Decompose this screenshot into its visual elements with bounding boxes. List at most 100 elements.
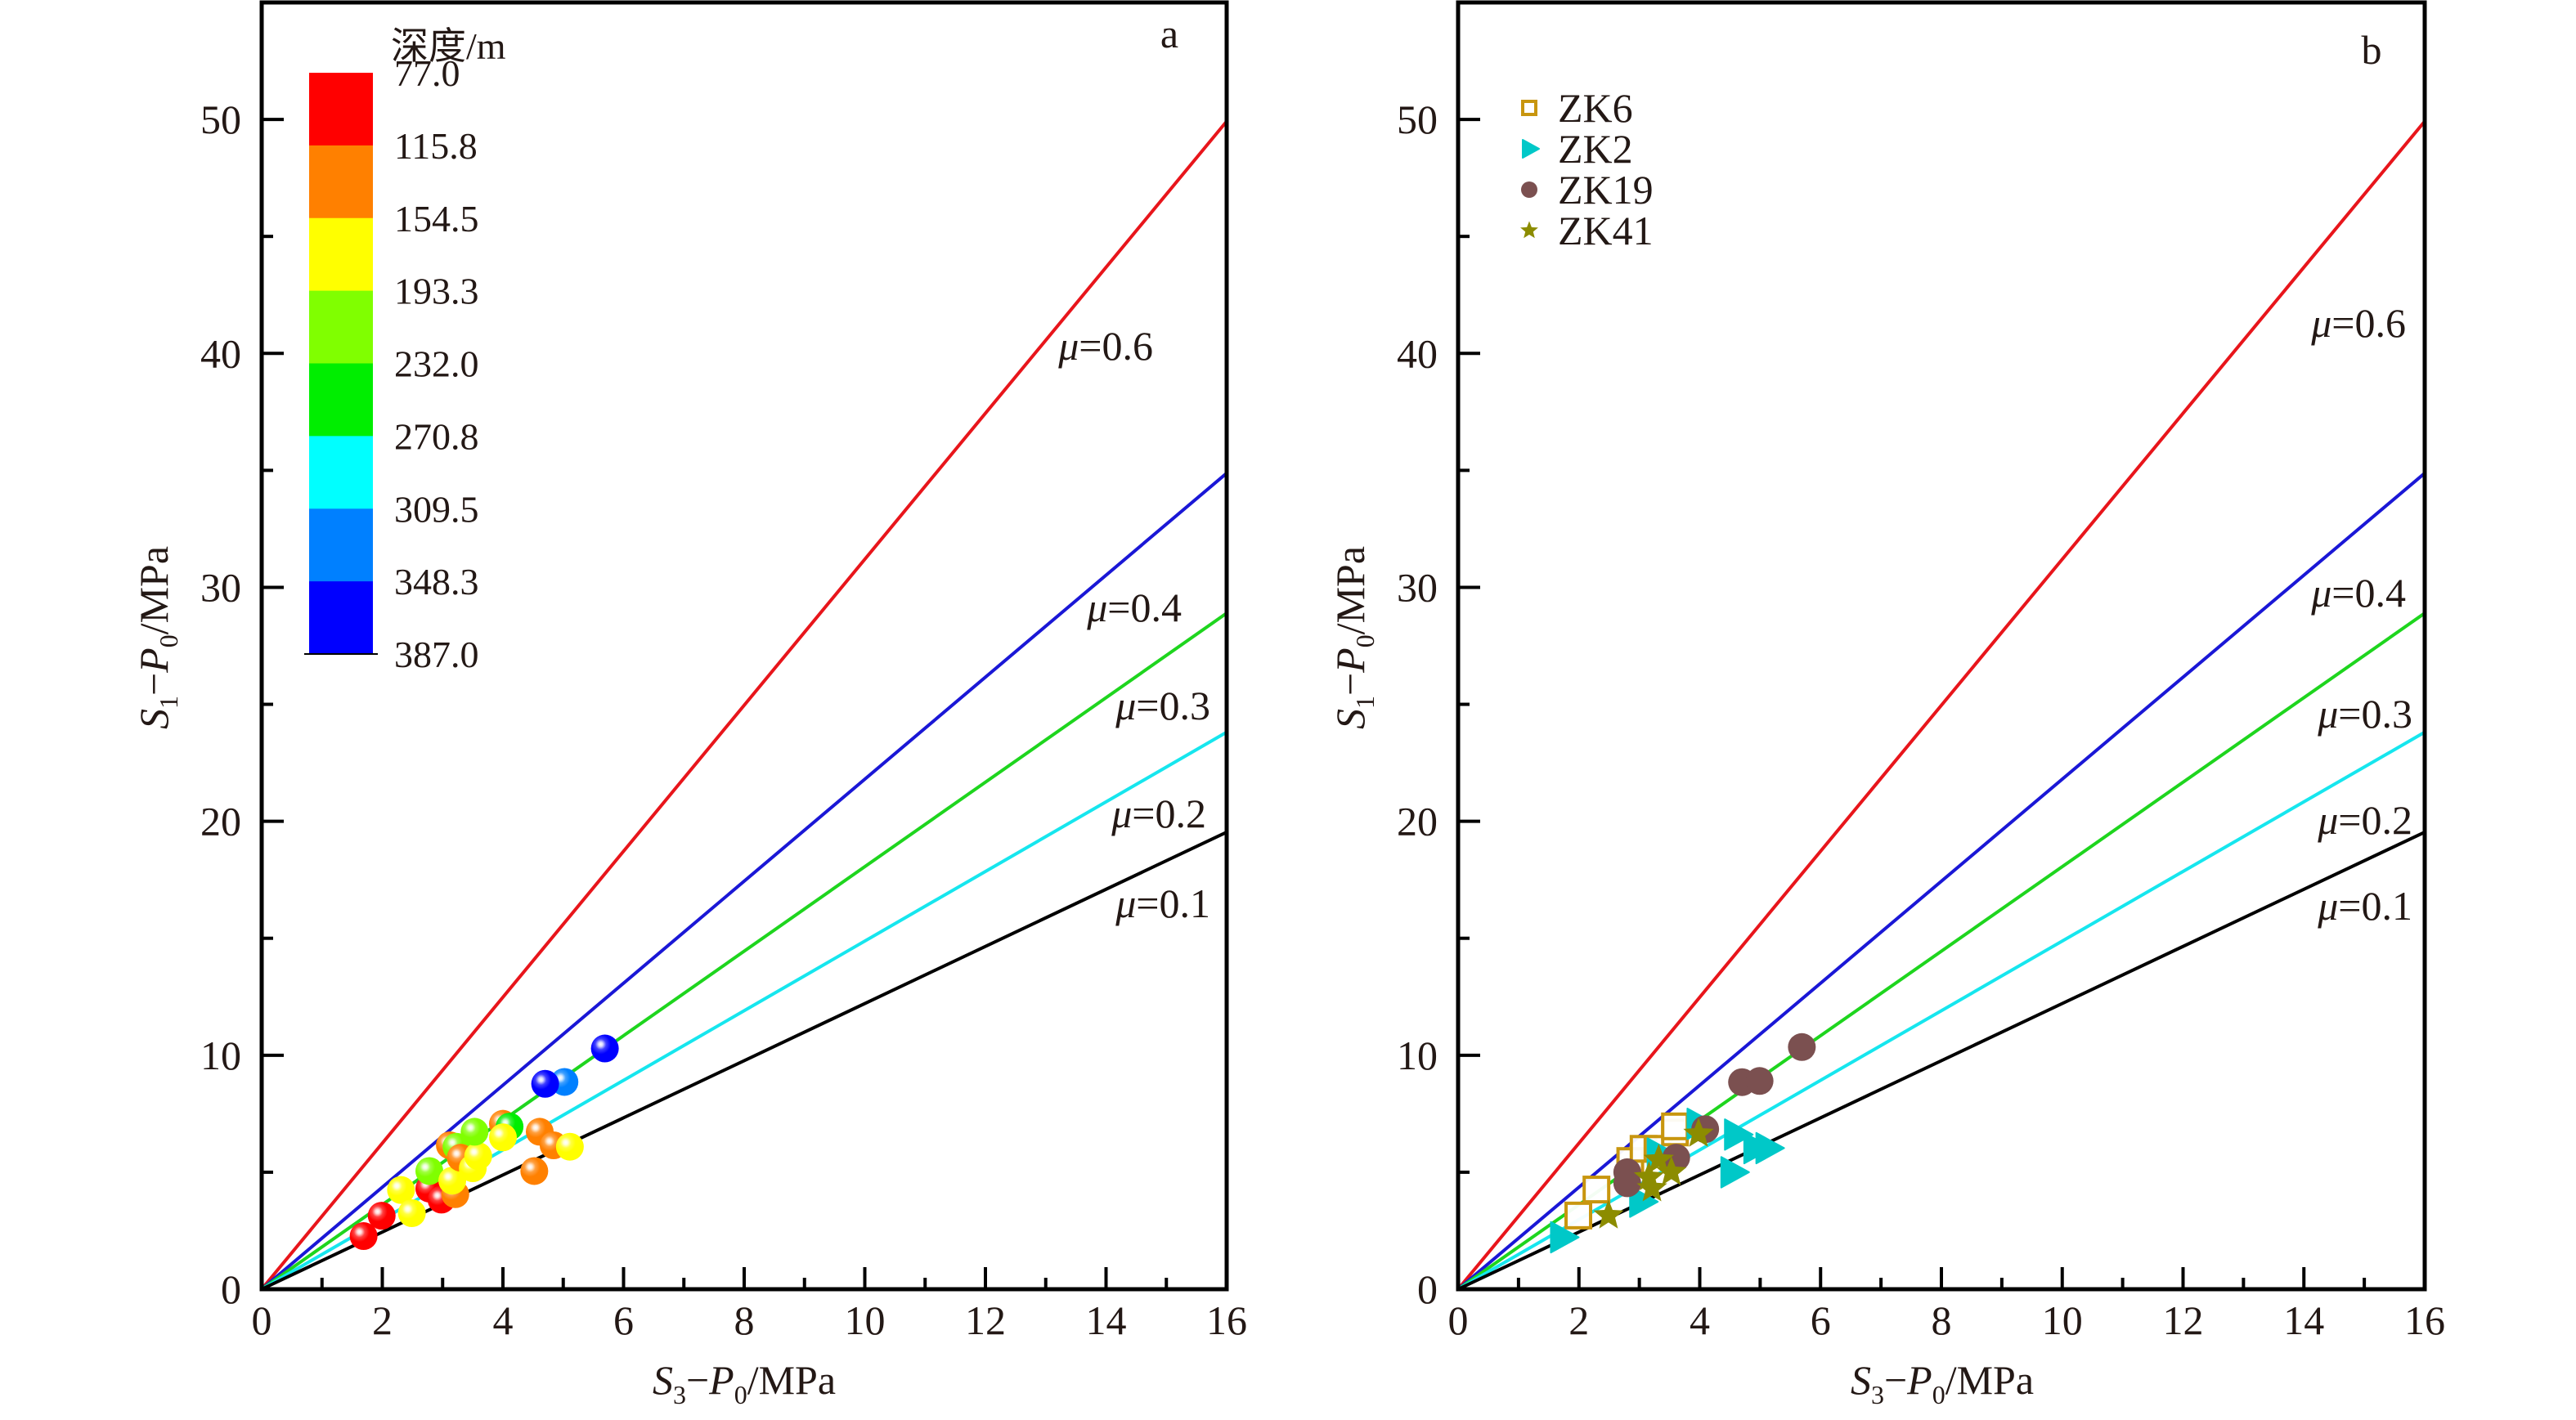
colorbar-swatch [309,363,373,437]
friction-line-mu-0-2 [1457,730,2426,1291]
depth-point [531,1069,559,1098]
sphere-highlight [555,1132,584,1161]
x-axis-title-b: S3−P0/MPa [1851,1357,2034,1409]
x-tick-label: 4 [493,1297,514,1343]
y-tick-label: 10 [1397,1033,1438,1078]
x-tick-label: 2 [372,1297,393,1343]
sphere-highlight [397,1198,426,1227]
y-tick-label: 40 [1397,330,1438,376]
x-tick-label: 6 [613,1297,634,1343]
sphere-highlight [531,1069,559,1098]
friction-line-mu-0-4 [260,472,1228,1291]
x-tick-label: 14 [2283,1297,2324,1343]
depth-point [555,1132,584,1161]
mu-label: μ=0.1 [1115,880,1210,926]
colorbar-ticks: 77.0 115.8 154.5 193.3 232.0 270.8 309.5 348.3 3… [394,52,479,675]
legend-label: ZK19 [1558,167,1654,213]
x-tick-label: 0 [252,1297,272,1343]
colorbar-tick-label: 77.0 [394,52,460,94]
legend-item-zk6: ZK6 [1521,85,1633,131]
legend-label: ZK41 [1558,208,1654,253]
depth-point [464,1142,492,1171]
mu-label: μ=0.4 [2310,570,2406,616]
y-tick-label: 40 [200,330,241,376]
colorbar-tick-label: 232.0 [394,343,479,385]
x-tick-label: 2 [1568,1297,1589,1343]
legend-label: ZK6 [1558,85,1633,131]
depth-point [415,1157,444,1185]
series-zk41 [1593,1118,1714,1229]
mu-label: μ=0.1 [2317,883,2412,929]
data-point-zk6 [1564,1201,1593,1230]
depth-point [438,1167,467,1195]
sphere-highlight [367,1202,396,1230]
mu-label: μ=0.6 [2310,300,2406,346]
depth-point [367,1202,396,1230]
y-axis-title-a: S1−P0/MPa [131,546,183,729]
colorbar-swatch [309,290,373,364]
depth-point [460,1118,489,1146]
data-point-zk19 [1613,1169,1641,1198]
mu-label: μ=0.6 [1057,323,1153,369]
sphere-highlight [349,1222,378,1251]
x-tick-label: 16 [1206,1297,1247,1343]
depth-point [590,1034,619,1063]
x-tick-label: 12 [965,1297,1006,1343]
data-point-zk2 [1629,1185,1659,1218]
colorbar-swatch [309,73,373,146]
x-tick-label: 8 [734,1297,755,1343]
y-tick-label: 30 [1397,564,1438,610]
sphere-highlight [464,1142,492,1171]
data-point-zk2 [1550,1221,1580,1254]
legend-label: ZK2 [1558,126,1633,172]
data-point-zk6 [1582,1176,1611,1204]
y-tick-label: 0 [221,1266,241,1312]
y-axis-title-b: S1−P0/MPa [1327,546,1380,729]
depth-point [349,1222,378,1251]
data-point-zk41 [1633,1161,1664,1190]
data-point-zk2 [1724,1118,1754,1151]
scatter-points-b [1550,1033,1816,1254]
panel-label-b: b [2362,27,2382,73]
legend-marker-zk41-icon [1520,221,1538,239]
legend-item-zk41: ZK41 [1520,208,1654,253]
y-tick-label: 0 [1417,1266,1438,1312]
mu-labels-b: μ=0.6 μ=0.4 μ=0.3 μ=0.2 μ=0.1 [2310,300,2412,929]
data-point-zk2 [1755,1131,1785,1165]
sphere-highlight [460,1118,489,1146]
mu-labels-a: μ=0.6 μ=0.4 μ=0.3 μ=0.2 μ=0.1 [1057,323,1210,926]
colorbar-swatch [309,217,373,292]
legend-marker-zk19-icon [1521,181,1537,198]
colorbar-swatch [309,145,373,219]
friction-lines-b [1456,120,2426,1291]
data-point-zk19 [1745,1067,1774,1095]
mu-label: μ=0.2 [2317,797,2412,843]
x-tick-label: 8 [1932,1297,1952,1343]
friction-line-mu-0-6 [260,120,1228,1291]
colorbar-swatches [304,73,378,655]
sphere-highlight [415,1157,444,1185]
y-tick-label: 10 [200,1033,241,1078]
sphere-highlight [489,1123,517,1152]
x-tick-label: 0 [1448,1297,1469,1343]
mu-label: μ=0.3 [2317,691,2412,737]
panel-label-a: a [1160,11,1178,56]
x-axis-b: 0 2 4 6 8 10 12 14 16 [1448,1267,2445,1343]
data-point-zk41 [1656,1156,1687,1185]
y-axis-a: 0 10 20 30 40 50 [200,1,284,1312]
depth-point [520,1157,549,1185]
sphere-highlight [520,1157,549,1185]
depth-point [489,1123,517,1152]
depth-colorbar: 深度/m 77.0 115.8 154.5 193.3 232.0 270.8 309.5 3… [304,25,506,675]
colorbar-tick-label: 115.8 [394,125,478,167]
y-tick-label: 20 [1397,799,1438,844]
x-tick-label: 12 [2163,1297,2204,1343]
sphere-highlight [387,1176,415,1204]
x-tick-label: 14 [1086,1297,1127,1343]
colorbar-title: 深度/m [391,25,506,67]
colorbar-tick-label: 154.5 [394,198,479,240]
